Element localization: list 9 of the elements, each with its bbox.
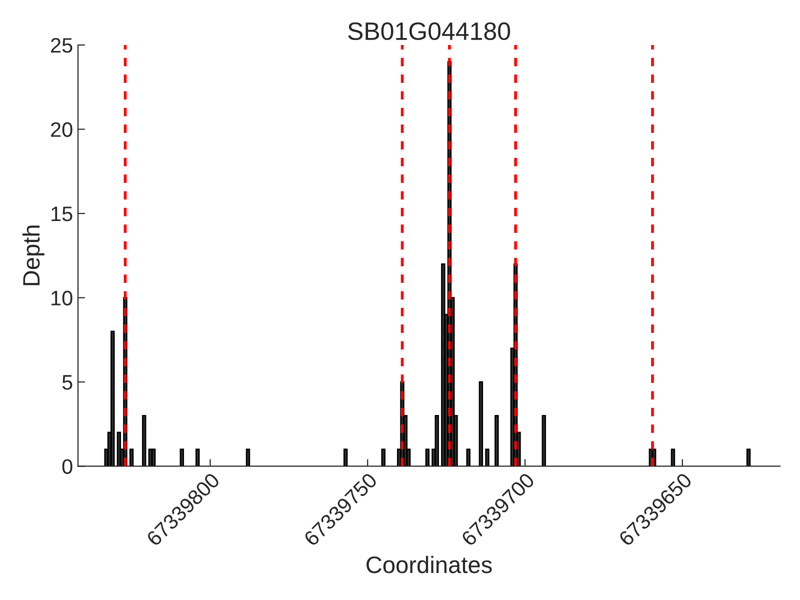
y-tick-label: 10: [52, 290, 72, 306]
y-tick-label: 20: [51, 122, 72, 137]
x-axis-title: Coordinates: [366, 556, 492, 574]
y-tick-label: 5: [62, 375, 72, 390]
y-tick-label: 15: [52, 206, 72, 222]
chart-title: SB01G044180: [348, 22, 510, 40]
y-tick-label: 25: [51, 38, 72, 53]
y-axis-title: Depth: [22, 226, 44, 286]
y-tick-label: 0: [62, 459, 72, 474]
